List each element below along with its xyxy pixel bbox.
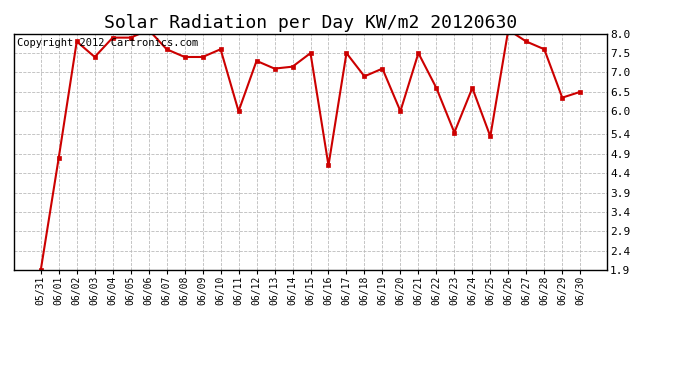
Title: Solar Radiation per Day KW/m2 20120630: Solar Radiation per Day KW/m2 20120630 bbox=[104, 14, 517, 32]
Text: Copyright 2012 Cartronics.com: Copyright 2012 Cartronics.com bbox=[17, 39, 198, 48]
